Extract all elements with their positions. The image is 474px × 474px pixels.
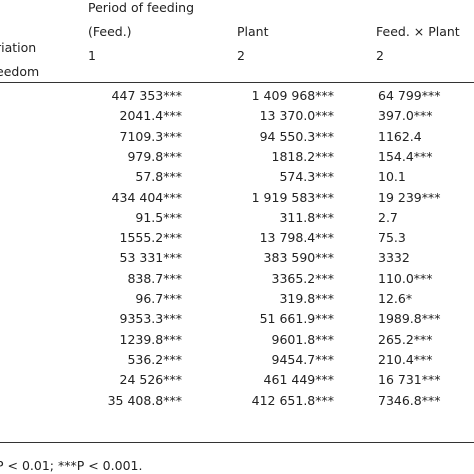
cell: 1818.2*** [271, 148, 335, 164]
cell: 574.3*** [279, 169, 334, 185]
cell: 1239.8*** [119, 331, 183, 347]
source-header: riation [0, 40, 37, 55]
cell: 9601.8*** [271, 331, 335, 347]
cell: 7109.3*** [119, 128, 183, 144]
cell: 94 550.3*** [259, 128, 334, 144]
cell: 838.7*** [127, 270, 182, 286]
cell: 7346.8*** [378, 392, 441, 408]
column-header: Period of feeding [88, 0, 195, 15]
cell: 154.4*** [378, 148, 433, 164]
cell: 397.0*** [378, 108, 433, 124]
cell: 536.2*** [127, 351, 182, 367]
cell: 91.5*** [135, 209, 182, 225]
cell: 2041.4*** [119, 108, 183, 124]
cell: 1 919 583*** [251, 189, 334, 205]
cell: 64 799*** [378, 88, 441, 103]
df-header: 2 [237, 48, 245, 63]
cell: 110.0*** [378, 270, 433, 286]
cell: 412 651.8*** [251, 392, 334, 408]
cell: 979.8*** [127, 148, 182, 164]
df-header: 1 [88, 48, 96, 63]
cell: 9454.7*** [271, 351, 335, 367]
cell: 1989.8*** [378, 311, 441, 327]
cell: 434 404*** [111, 189, 182, 205]
cell: 53 331*** [119, 250, 183, 266]
cell: 447 353*** [111, 88, 182, 103]
df-header: 2 [376, 48, 384, 63]
cell: 210.4*** [378, 351, 433, 367]
cell: 1162.4 [378, 128, 422, 144]
column-header: Plant [237, 24, 269, 39]
cell: 24 526*** [119, 372, 183, 388]
column-header: (Feed.) [88, 24, 132, 39]
cell: 12.6* [378, 291, 413, 306]
footnote: P < 0.01; ***P < 0.001. [0, 458, 143, 473]
cell: 96.7*** [135, 291, 182, 306]
cell: 461 449*** [263, 372, 334, 388]
column-header: Feed. × Plant [376, 24, 460, 39]
cell: 3332 [378, 250, 410, 266]
cell: 383 590*** [263, 250, 334, 266]
cell: 311.8*** [279, 209, 334, 225]
source-header: eedom [0, 64, 40, 79]
cell: 3365.2*** [271, 270, 335, 286]
cell: 1 409 968*** [251, 88, 334, 103]
cell: 16 731*** [378, 372, 441, 388]
cell: 75.3 [378, 230, 406, 246]
cell: 1555.2*** [119, 230, 183, 246]
cell: 13 370.0*** [259, 108, 334, 124]
cell: 51 661.9*** [259, 311, 334, 327]
header-rule [0, 82, 474, 83]
cell: 265.2*** [378, 331, 433, 347]
cell: 2.7 [378, 209, 398, 225]
cell: 319.8*** [279, 291, 334, 306]
cell: 9353.3*** [119, 311, 183, 327]
cell: 57.8*** [135, 169, 182, 185]
cell: 10.1 [378, 169, 406, 185]
bottom-rule [0, 442, 474, 443]
cell: 19 239*** [378, 189, 441, 205]
cell: 13 798.4*** [259, 230, 334, 246]
cell: 35 408.8*** [107, 392, 182, 408]
